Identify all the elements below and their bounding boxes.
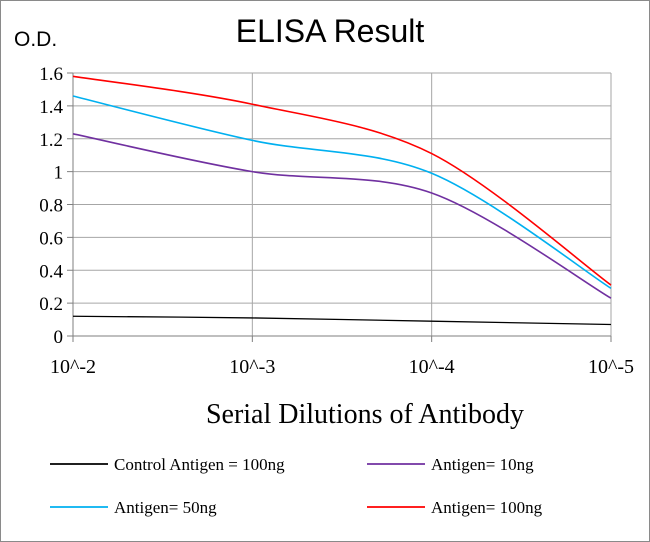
legend-label: Antigen= 50ng (114, 498, 217, 517)
legend: Control Antigen = 100ng Antigen= 10ng Anti… (50, 455, 543, 517)
y-tick-label: 1.2 (39, 130, 63, 151)
y-tick-label: 0 (54, 327, 64, 348)
axes (67, 72, 612, 342)
legend-label: Antigen= 100ng (431, 498, 543, 517)
legend-label: Antigen= 10ng (431, 455, 534, 474)
y-tick-label: 0.2 (39, 294, 63, 315)
y-tick-label: 1.4 (39, 97, 63, 118)
y-tick-labels: 0 0.2 0.4 0.6 0.8 1 1.2 1.4 1.6 (39, 64, 63, 348)
x-axis-label: Serial Dilutions of Antibody (206, 399, 524, 430)
chart-title: ELISA Result (236, 13, 425, 49)
x-tick-labels: 10^-2 10^-3 10^-4 10^-5 (50, 356, 634, 378)
x-tick-label: 10^-3 (229, 356, 275, 378)
y-axis-label: O.D. (14, 28, 57, 51)
series-line (72, 75, 612, 286)
y-tick-label: 0.4 (39, 261, 63, 282)
x-tick-label: 10^-4 (409, 356, 455, 378)
series-line (72, 133, 612, 299)
y-tick-label: 0.6 (39, 228, 63, 249)
x-tick-label: 10^-2 (50, 356, 96, 378)
series-line (72, 315, 612, 326)
series-lines (72, 75, 612, 326)
legend-label: Control Antigen = 100ng (114, 455, 285, 474)
grid-lines (73, 72, 612, 336)
y-tick-label: 1.6 (39, 64, 63, 85)
x-tick-label: 10^-5 (588, 356, 634, 378)
y-tick-label: 0.8 (39, 196, 63, 217)
series-line (72, 95, 612, 290)
y-tick-label: 1 (54, 163, 64, 184)
